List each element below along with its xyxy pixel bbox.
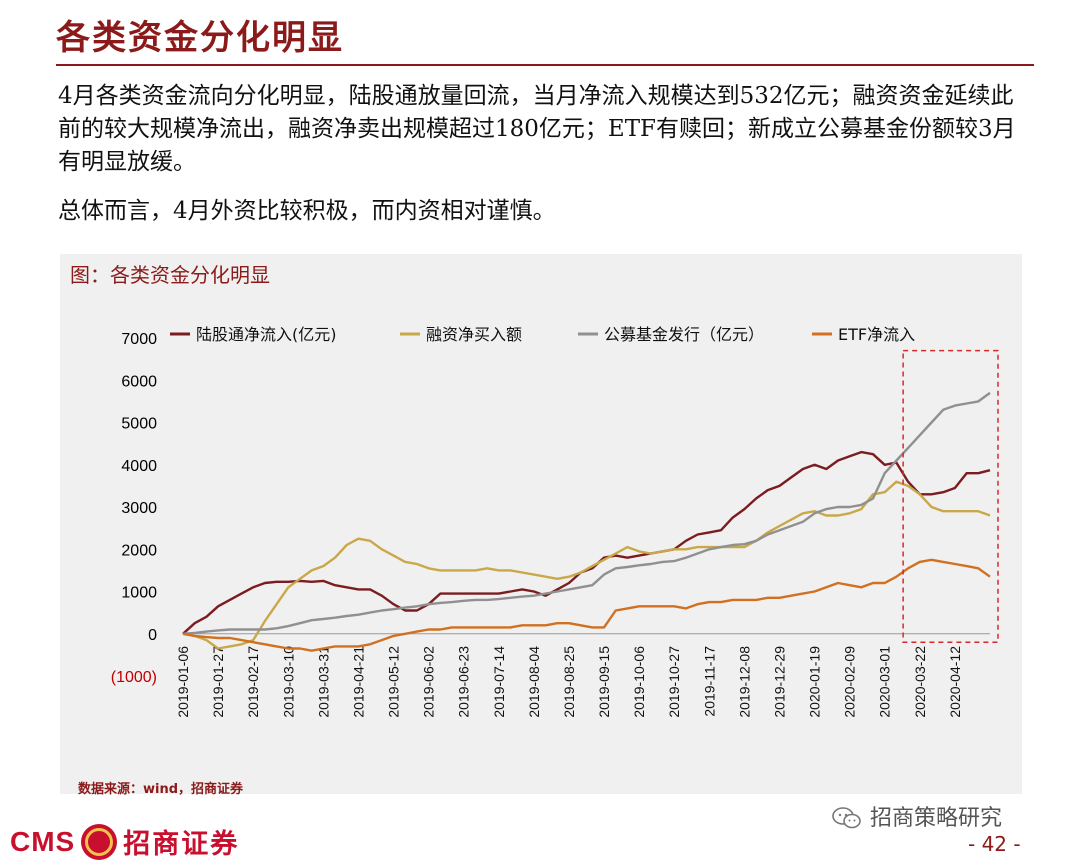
logo-badge-icon xyxy=(81,823,118,860)
x-tick-label: 2019-01-06 xyxy=(175,646,191,718)
watermark-text: 招商策略研究 xyxy=(870,806,1003,831)
title-divider xyxy=(56,64,1034,66)
wechat-watermark: 招商策略研究 xyxy=(832,800,1002,832)
series-line-3 xyxy=(182,558,991,652)
highlight-box xyxy=(902,349,999,643)
x-tick-label: 2019-10-06 xyxy=(631,646,647,718)
conclusion-paragraph: 总体而言，4月外资比较积极，而内资相对谨慎。 xyxy=(58,198,556,224)
x-tick-label: 2019-05-12 xyxy=(386,646,402,718)
legend-label: 融资净买入额 xyxy=(426,325,522,344)
x-tick-label: 2019-10-27 xyxy=(666,646,682,718)
x-tick-label: 2019-03-31 xyxy=(315,646,331,718)
series-line-0 xyxy=(182,450,991,635)
page-number: - 42 - xyxy=(968,832,1021,856)
x-tick-label: 2020-04-12 xyxy=(947,646,963,718)
x-tick-label: 2019-11-17 xyxy=(701,646,717,717)
legend-label: 陆股通净流入(亿元) xyxy=(196,325,337,344)
fund-flow-chart: 7000 6000 5000 4000 3000 2000 1000 0 (1000) 2019-… xyxy=(111,325,999,718)
y-tick-label: 2000 xyxy=(121,542,157,559)
x-tick-label: 2020-03-01 xyxy=(877,646,893,718)
x-tick-label: 2019-12-08 xyxy=(736,646,752,718)
y-tick-label: 4000 xyxy=(121,458,157,475)
y-tick-label: 7000 xyxy=(121,331,157,348)
y-tick-label: 6000 xyxy=(121,373,157,390)
x-tick-label: 2020-02-09 xyxy=(842,646,858,718)
logo-cms-text: CMS xyxy=(10,825,76,857)
x-tick-label: 2019-12-29 xyxy=(771,646,787,718)
legend-label: ETF净流入 xyxy=(838,325,915,344)
logo-company-name: 招商证券 xyxy=(123,829,240,860)
y-tick-label: 3000 xyxy=(121,500,157,517)
x-tick-label: 2019-08-25 xyxy=(561,646,577,718)
x-tick-label: 2019-06-02 xyxy=(421,646,437,718)
y-tick-label: 1000 xyxy=(121,585,157,602)
chart-label: 图：各类资金分化明显 xyxy=(70,263,270,287)
x-tick-label: 2019-07-14 xyxy=(491,646,507,718)
chart-panel xyxy=(60,254,1022,794)
y-tick-label: 5000 xyxy=(121,416,157,433)
x-tick-label: 2019-03-10 xyxy=(280,646,296,718)
x-tick-label: 2020-01-19 xyxy=(807,646,823,718)
wechat-icon xyxy=(832,807,861,829)
x-tick-label: 2019-09-15 xyxy=(596,646,612,718)
summary-paragraph: 4月各类资金流向分化明显，陆股通放量回流，当月净流入规模达到532亿元；融资资金… xyxy=(58,83,1016,175)
y-tick-label: 0 xyxy=(148,627,157,644)
data-source: 数据来源：wind，招商证券 xyxy=(78,782,244,797)
x-tick-label: 2019-06-23 xyxy=(456,646,472,718)
x-tick-label: 2019-02-17 xyxy=(245,646,261,718)
x-tick-label: 2020-03-22 xyxy=(912,646,928,718)
x-tick-label: 2019-08-04 xyxy=(526,646,542,718)
company-logo: CMS 招商证券 xyxy=(10,822,239,861)
series-line-1 xyxy=(182,480,991,650)
x-tick-label: 2019-01-27 xyxy=(210,646,226,718)
y-tick-label: (1000) xyxy=(111,669,157,686)
x-tick-label: 2019-04-21 xyxy=(350,646,366,718)
legend-label: 公募基金发行（亿元） xyxy=(604,325,764,344)
page-title: 各类资金分化明显 xyxy=(56,18,344,58)
series-line-2 xyxy=(182,391,991,635)
